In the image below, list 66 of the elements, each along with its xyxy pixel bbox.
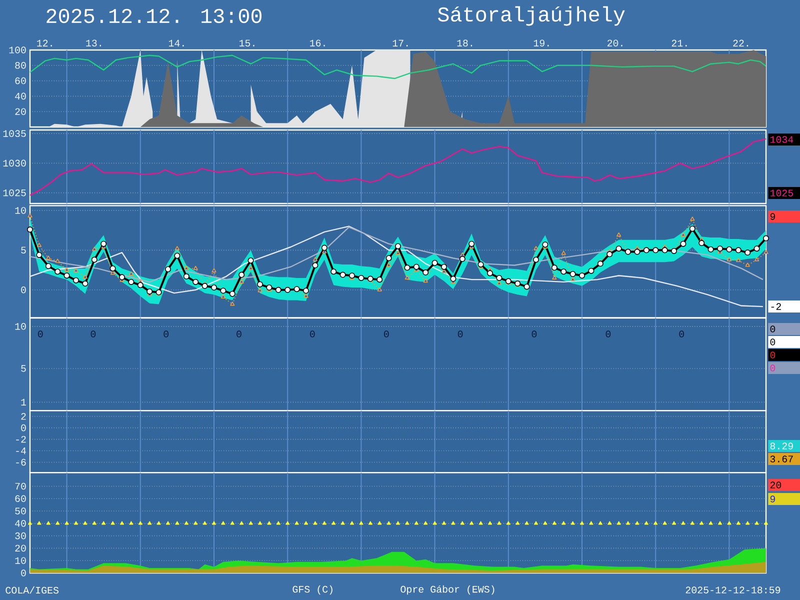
y-tick-label: 60 bbox=[15, 77, 26, 84]
x-tick-label: 13. bbox=[86, 40, 101, 46]
text: 0 bbox=[770, 338, 776, 346]
text: 0 bbox=[770, 364, 776, 372]
y-tick-label: 50 bbox=[15, 508, 26, 514]
y-tick-label: 80 bbox=[15, 62, 26, 69]
chart-title: 2025.12.12. 13:00 bbox=[46, 8, 262, 24]
y-tick-label: -6 bbox=[16, 458, 26, 466]
y-tick-label: 20 bbox=[15, 108, 26, 115]
y-tick-label: 2 bbox=[21, 413, 26, 420]
y-tick-label: 1 bbox=[21, 398, 26, 406]
annotation: 0 bbox=[236, 330, 242, 338]
text: 8.29 bbox=[770, 442, 793, 450]
y-tick-label: 100 bbox=[9, 46, 26, 54]
x-tick-label: 17. bbox=[392, 40, 408, 46]
y-tick-label: 70 bbox=[15, 482, 26, 490]
text: 0 bbox=[770, 352, 776, 358]
y-tick-label: 10 bbox=[15, 557, 26, 564]
y-tick-label: 0 bbox=[21, 570, 26, 576]
text: 9 bbox=[770, 213, 776, 220]
x-tick-label: 15. bbox=[239, 40, 254, 46]
annotation: 0 bbox=[384, 330, 389, 338]
y-tick-label: 30 bbox=[15, 532, 26, 540]
y-tick-label: 10 bbox=[15, 207, 26, 214]
text: 3.67 bbox=[770, 456, 793, 462]
text: 20 bbox=[770, 482, 782, 488]
x-tick-label: 22. bbox=[733, 40, 748, 46]
y-tick-label: -2 bbox=[16, 436, 26, 443]
x-tick-label: 12. bbox=[37, 40, 52, 46]
annotation: 0 bbox=[458, 330, 463, 338]
y-tick-label: 0 bbox=[21, 424, 26, 432]
x-tick-label: 20. bbox=[607, 40, 622, 46]
annotation: 0 bbox=[164, 330, 168, 338]
annotation: 0 bbox=[38, 330, 43, 338]
text: 2025-12-12-18:59 bbox=[686, 586, 780, 594]
y-tick-label: 60 bbox=[15, 495, 26, 502]
y-tick-label: 40 bbox=[15, 92, 26, 100]
text: 1034 bbox=[770, 136, 794, 143]
x-tick-label: 19. bbox=[534, 40, 549, 46]
chart-subtitle: Sátoraljaújhely bbox=[438, 6, 625, 26]
annotation: 0 bbox=[679, 330, 684, 338]
y-tick-label: 5 bbox=[21, 365, 26, 372]
text: Opre Gábor (EWS) bbox=[400, 585, 494, 595]
y-tick-label: 1035 bbox=[3, 130, 26, 137]
y-tick-label: 40 bbox=[15, 520, 26, 527]
y-tick-label: 0 bbox=[21, 286, 26, 294]
text: 9 bbox=[770, 496, 776, 502]
x-tick-label: 21. bbox=[672, 40, 687, 46]
annotation: 0 bbox=[606, 330, 611, 338]
annotation: 0 bbox=[310, 330, 315, 338]
y-tick-label: -4 bbox=[16, 448, 26, 454]
y-tick-label: 1025 bbox=[3, 189, 26, 196]
text: 1025 bbox=[770, 190, 793, 196]
x-tick-label: 14. bbox=[168, 40, 184, 46]
annotation: 0 bbox=[90, 330, 96, 338]
text: GFS (C) bbox=[292, 585, 332, 595]
text: -2 bbox=[771, 303, 781, 310]
y-tick-label: 10 bbox=[15, 323, 26, 330]
y-tick-label: 20 bbox=[15, 544, 26, 552]
x-tick-label: 18. bbox=[457, 40, 472, 46]
y-tick-label: 5 bbox=[21, 246, 26, 254]
text: 0 bbox=[770, 326, 776, 332]
annotation: 0 bbox=[532, 330, 537, 338]
x-tick-label: 16. bbox=[310, 40, 325, 46]
text: COLA/IGES bbox=[6, 586, 59, 594]
y-tick-label: 1030 bbox=[3, 160, 26, 167]
